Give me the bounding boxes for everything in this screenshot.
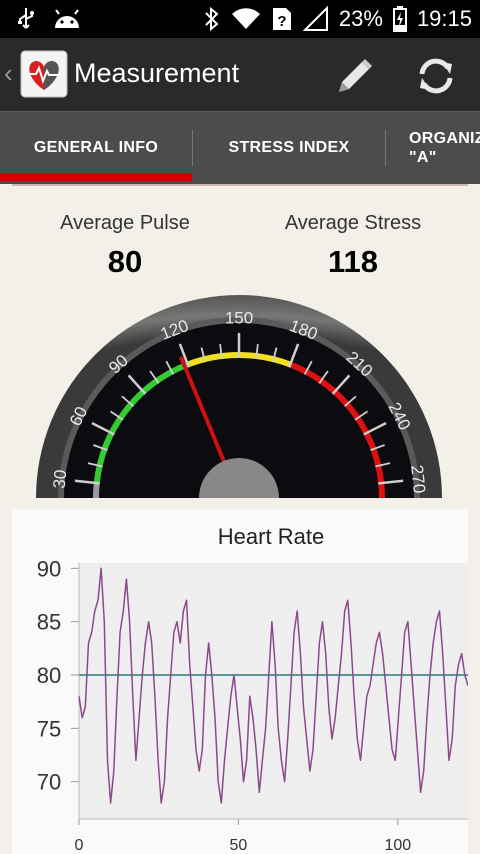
gauge-face — [64, 323, 414, 498]
x-tick-label: 0 — [75, 837, 84, 854]
tab-general-info[interactable]: GENERAL INFO — [0, 112, 192, 184]
y-tick-label: 75 — [37, 716, 61, 741]
gauge-minor-tick — [87, 462, 103, 468]
tab-label: ORGANIZ "A" — [409, 130, 480, 166]
battery-charging-icon — [392, 6, 407, 32]
app-bar: ‹ Measurement — [0, 38, 480, 111]
gauge-minor-tick — [165, 360, 175, 375]
gauge-major-tick — [331, 374, 351, 395]
y-tick-label: 90 — [37, 556, 61, 581]
gauge-minor-tick — [121, 395, 134, 407]
gauge-major-tick — [363, 421, 387, 436]
tab-stress-index[interactable]: STRESS INDEX — [193, 112, 385, 184]
gauge-minor-tick — [318, 370, 329, 384]
battery-percent: 23% — [338, 6, 383, 31]
gauge-tick-label: 270 — [407, 464, 429, 494]
signal-icon — [302, 6, 328, 31]
average-pulse-value: 80 — [107, 244, 143, 279]
bluetooth-icon — [205, 6, 219, 32]
gauge-major-tick — [378, 479, 404, 485]
svg-text:?: ? — [277, 13, 286, 30]
chart-title: Heart Rate — [218, 524, 324, 549]
heart-rate-chart: Heart Rate 70 75 80 85 90 0 50 100 — [37, 524, 468, 854]
tab-active-indicator — [0, 173, 192, 181]
tab-divider — [192, 130, 193, 166]
gauge-minor-tick — [303, 360, 313, 375]
gauge-minor-tick — [255, 344, 259, 360]
android-icon — [55, 9, 79, 28]
gauge-minor-tick — [354, 410, 369, 421]
gauge-band-0 — [93, 482, 100, 498]
y-tick-label: 80 — [37, 663, 61, 688]
gauge-major-tick — [288, 343, 300, 368]
plot-area — [79, 563, 468, 819]
sync-icon[interactable] — [412, 52, 460, 100]
usb-icon — [18, 8, 34, 29]
gauge-hub — [199, 458, 279, 498]
average-stress-value: 118 — [327, 244, 378, 279]
tab-organization[interactable]: ORGANIZ "A" — [409, 112, 480, 184]
gauge-minor-tick — [109, 410, 124, 421]
stress-gauge: 0306090120150180210240270300 — [36, 295, 442, 498]
gauge-band-1 — [93, 361, 189, 484]
heart-rate-chart-card: Heart Rate 70 75 80 85 90 0 50 100 — [12, 509, 468, 854]
status-bar: ? 23% 19:15 — [0, 0, 480, 38]
tab-bar: GENERAL INFO STRESS INDEX ORGANIZ "A" — [0, 111, 480, 184]
average-pulse-label: Average Pulse — [60, 212, 190, 234]
app-heart-logo[interactable] — [20, 50, 68, 98]
back-chevron-icon[interactable]: ‹ — [4, 58, 13, 88]
gauge-tick-label: 30 — [50, 469, 71, 490]
y-tick-label: 85 — [37, 610, 61, 635]
x-tick-label: 50 — [230, 837, 248, 854]
gauge-minor-tick — [200, 347, 207, 363]
gauge-major-tick — [127, 374, 147, 395]
gauge-minor-tick — [219, 344, 223, 360]
clock-time: 19:15 — [416, 6, 472, 31]
gauge-minor-tick — [344, 395, 357, 407]
gauge-minor-tick — [271, 347, 278, 363]
sim-question-icon: ? — [272, 8, 291, 30]
tab-divider — [385, 130, 386, 166]
gauge-minor-tick — [375, 462, 391, 468]
wifi-icon — [231, 8, 260, 30]
gauge-major-tick — [178, 343, 190, 368]
y-tick-label: 70 — [37, 770, 61, 795]
tab-label: STRESS INDEX — [228, 139, 350, 156]
divider — [12, 184, 468, 186]
heart-rate-series-line — [78, 567, 468, 804]
gauge-needle — [179, 356, 230, 473]
average-stress-label: Average Stress — [284, 212, 422, 234]
gauge-major-tick — [91, 421, 115, 436]
gauge-minor-tick — [149, 370, 160, 384]
edit-pencil-icon[interactable] — [330, 52, 378, 100]
gauge-minor-tick — [93, 444, 108, 451]
gauge-minor-tick — [370, 444, 385, 451]
page-title: Measurement — [74, 58, 240, 88]
gauge-major-tick — [74, 479, 100, 485]
x-tick-label: 100 — [385, 837, 412, 854]
gauge-tick-label: 150 — [225, 308, 253, 327]
tab-label: GENERAL INFO — [33, 139, 159, 156]
